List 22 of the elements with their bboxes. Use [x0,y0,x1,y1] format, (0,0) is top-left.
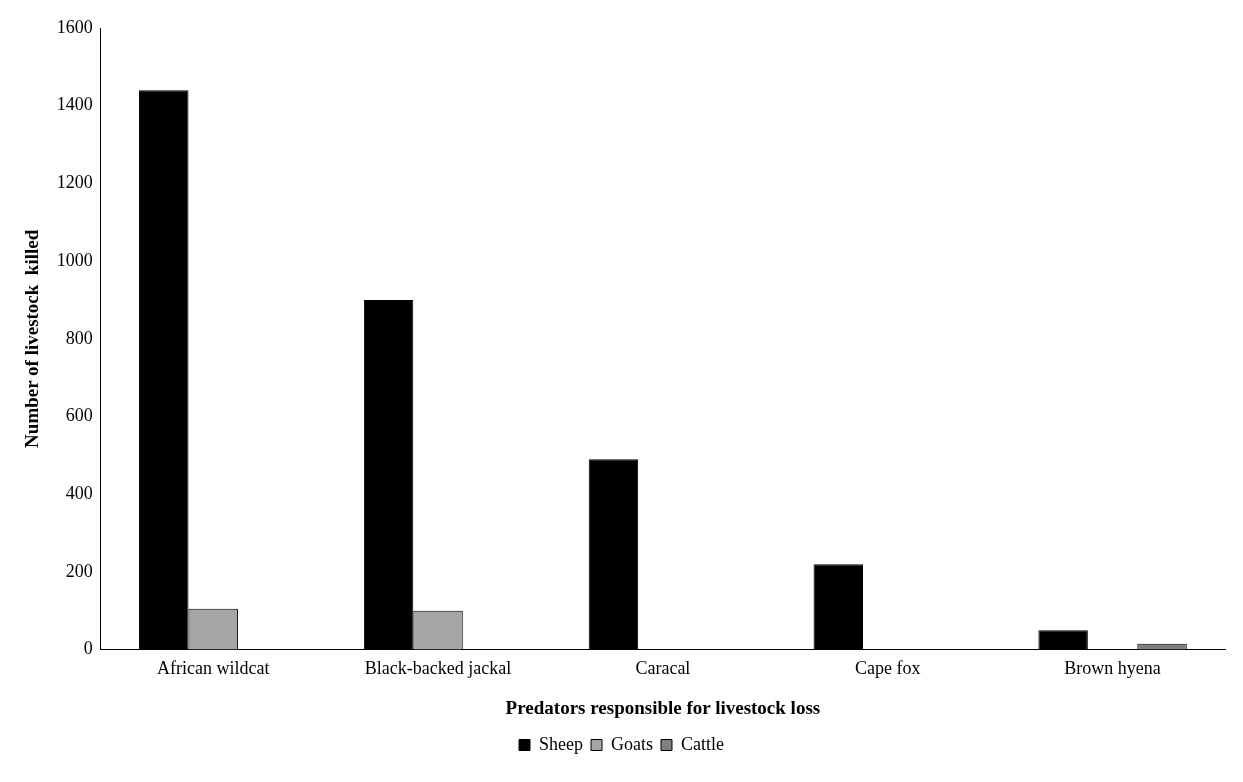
legend-label: Cattle [681,733,724,754]
bar [588,459,639,650]
bar [1038,630,1088,650]
y-axis-title: Number of livestock killed [21,229,43,448]
x-tick-label: Caracal [635,658,691,679]
y-tick-label: 800 [65,327,93,348]
x-tick-label: Brown hyena [1064,658,1161,679]
y-tick-label: 0 [83,638,93,659]
y-tick-label: 1200 [56,172,93,193]
y-tick-label: 1000 [56,249,93,270]
y-tick-label: 600 [65,405,93,426]
legend-label: Goats [611,733,653,754]
legend-label: Sheep [539,733,584,754]
y-tick-label: 1400 [56,94,93,115]
x-tick-label: African wildcat [156,658,270,679]
x-axis-title: Predators responsible for livestock loss [505,696,821,718]
y-tick-label: 400 [65,482,93,503]
y-tick-label: 1600 [56,16,93,37]
bar [813,564,864,650]
x-tick-label: Black-backed jackal [364,658,512,679]
x-tick-label: Cape fox [855,658,921,679]
y-tick-label: 200 [65,560,93,581]
